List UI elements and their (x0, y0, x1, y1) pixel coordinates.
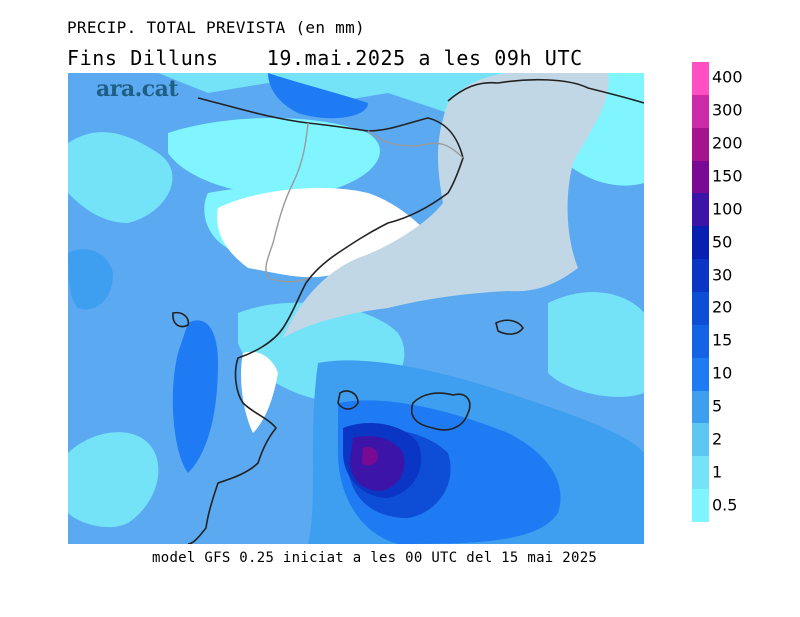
period-label: Fins Dilluns (67, 46, 219, 70)
model-run-info: model GFS 0.25 iniciat a les 00 UTC del … (152, 550, 598, 566)
legend-swatch-150 (692, 160, 709, 194)
no-data-land-area (283, 73, 609, 338)
legend-swatch-100 (692, 193, 709, 227)
ara-cat-logo: ara.cat (96, 76, 179, 102)
legend-swatch-200 (692, 127, 709, 161)
legend-label-300: 300 (712, 100, 743, 120)
legend-label-5: 5 (712, 396, 723, 416)
legend-swatch-15 (692, 324, 709, 358)
legend-swatch-300 (692, 94, 709, 128)
map-title: PRECIP. TOTAL PREVISTA (en mm) (67, 18, 365, 37)
valid-date-label: 19.mai.2025 a les 09h UTC (266, 46, 583, 70)
dry-zone-coast (241, 351, 278, 433)
legend-label-15: 15 (712, 330, 733, 350)
legend-label-1: 1 (712, 462, 723, 482)
legend-swatch-30 (692, 259, 709, 292)
precip-legend-bar (692, 62, 709, 522)
legend-label-20: 20 (712, 297, 733, 317)
legend-swatch-5 (692, 390, 709, 424)
legend-label-2: 2 (712, 429, 723, 449)
legend-label-0-5: 0.5 (712, 495, 738, 515)
legend-label-50: 50 (712, 232, 733, 252)
legend-label-100: 100 (712, 199, 743, 219)
precipitation-field (68, 73, 644, 544)
legend-label-400: 400 (712, 67, 743, 87)
legend-label-150: 150 (712, 166, 743, 186)
precipitation-map: ara.cat (68, 73, 644, 544)
legend-swatch-50 (692, 226, 709, 260)
legend-label-10: 10 (712, 363, 733, 383)
legend-swatch-20 (692, 292, 709, 325)
legend-swatch-0-5 (692, 489, 709, 522)
admin-borders (265, 122, 464, 283)
legend-label-30: 30 (712, 265, 733, 285)
coastlines (172, 78, 644, 544)
legend-label-200: 200 (712, 133, 743, 153)
legend-swatch-2 (692, 423, 709, 457)
valid-time-line: Fins Dilluns 19.mai.2025 a les 09h UTC (67, 46, 631, 70)
legend-swatch-1 (692, 456, 709, 490)
precip-contours-dark (68, 73, 644, 544)
legend-swatch-10 (692, 357, 709, 391)
legend-swatch-400 (692, 62, 709, 95)
